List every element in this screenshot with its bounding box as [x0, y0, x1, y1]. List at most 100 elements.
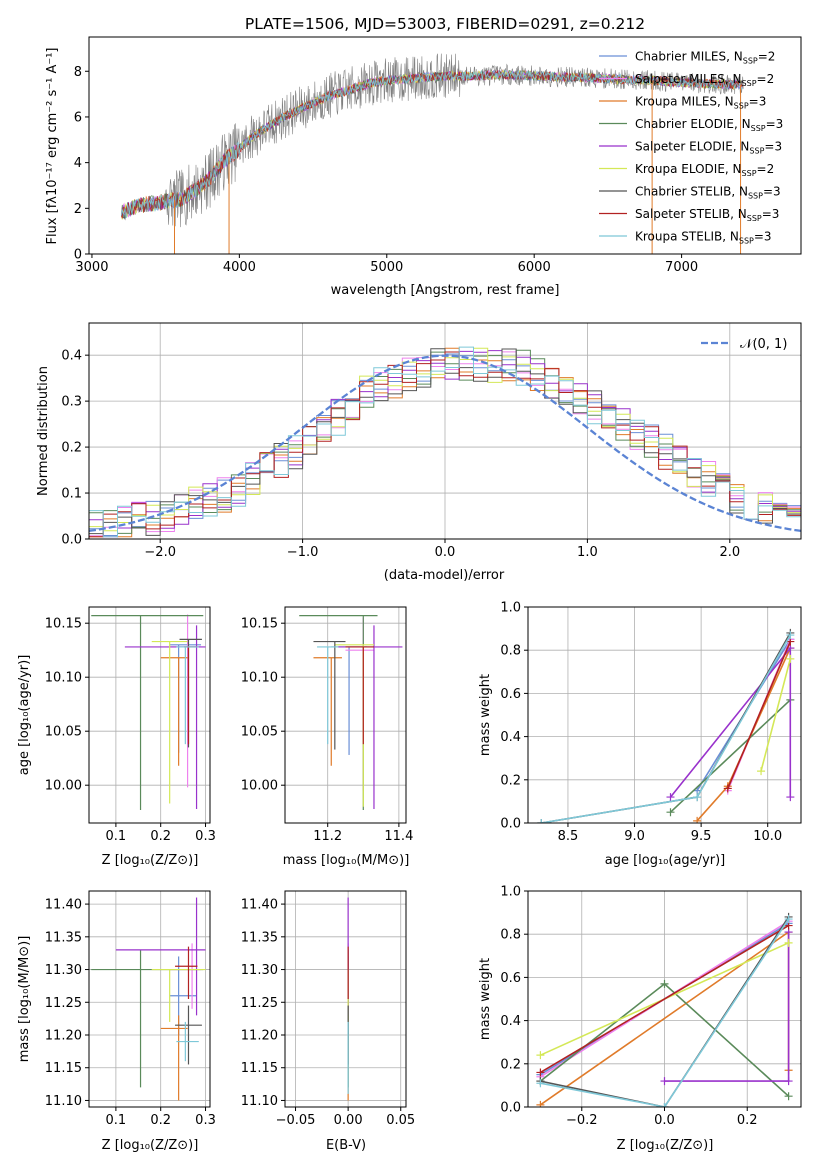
mass-weight-marker	[786, 654, 795, 663]
plot-area	[536, 912, 793, 1107]
y-tick-label: 0.0	[61, 533, 82, 548]
model-spectrum-line	[121, 69, 744, 219]
x-tick-label: −2.0	[144, 545, 176, 560]
spectrum-title: PLATE=1506, MJD=53003, FIBERID=0291, z=0…	[245, 15, 645, 33]
x-tick-label: 10.0	[753, 829, 782, 844]
legend-label-main: Kroupa ELODIE, N	[635, 162, 742, 176]
mass-vs-Z-ylabel: mass [log₁₀(M/M⊙)]	[17, 936, 32, 1063]
mass-weight-line	[669, 699, 791, 813]
y-tick-label: 11.15	[45, 1061, 82, 1076]
mass-weight-line	[669, 645, 792, 798]
mass-vs-metallicity-panel: 0.1 0.2 0.3 11.10 11.15 11.20 11.25 11.30 11.35 1…	[45, 890, 216, 1128]
y-tick-label: 11.10	[45, 1094, 82, 1109]
axes-frame	[284, 890, 407, 1108]
weight-vs-age-xlabel: age [log₁₀(age/yr)]	[605, 853, 726, 868]
legend-label: Chabrier STELIB, NSSP=3	[635, 185, 781, 201]
weight-vs-Z-xlabel: Z [log₁₀(Z/Z⊙)]	[617, 1138, 714, 1153]
legend-label: Salpeter MILES, NSSP=2	[635, 72, 774, 88]
y-tick-label: 11.30	[45, 963, 82, 978]
residuals-xlabel: (data-model)/error	[384, 568, 505, 583]
x-tick-label: 6000	[518, 260, 551, 275]
legend-label: Chabrier ELODIE, NSSP=3	[635, 117, 783, 133]
legend-label-main: Chabrier ELODIE, N	[635, 117, 751, 131]
legend-label-suffix: =3	[766, 117, 784, 131]
legend-label-sub: SSP	[749, 147, 764, 156]
mass-weight-marker	[536, 1079, 545, 1088]
y-tick-label: 6	[74, 110, 82, 125]
y-tick-label: 0.3	[61, 395, 82, 410]
x-tick-label: 8.5	[558, 829, 579, 844]
y-tick-label: 11.25	[241, 996, 278, 1011]
x-tick-label: 0.00	[334, 1113, 363, 1128]
mass-weight-marker	[784, 1077, 793, 1086]
plot-area	[91, 614, 206, 811]
plot-area	[91, 897, 206, 1101]
legend-label-main: Chabrier STELIB, N	[635, 185, 748, 199]
y-tick-label: 11.20	[45, 1029, 82, 1044]
legend-label-suffix: =3	[762, 207, 780, 221]
legend-label-suffix: =3	[764, 140, 782, 154]
plot-area	[89, 346, 801, 538]
mass-weight-line	[539, 924, 790, 1074]
y-tick-label: 0.2	[61, 441, 82, 456]
axes-frame	[88, 890, 211, 1108]
legend-label-suffix: =3	[754, 230, 772, 244]
residuals-panel: −2.0 −1.0 0.0 1.0 2.0 0.0 0.1 0.2 0.3 0.4	[61, 322, 802, 560]
y-tick-label: 10.00	[45, 779, 82, 794]
weight-vs-Z-ylabel: mass weight	[478, 958, 493, 1040]
y-tick-label: 10.15	[241, 617, 278, 632]
plot-area	[299, 615, 403, 811]
axes-frame	[88, 322, 802, 540]
x-tick-label: 0.0	[654, 1113, 675, 1128]
legend-label: Kroupa ELODIE, NSSP=2	[635, 162, 774, 178]
mass-weight-marker	[660, 979, 669, 988]
x-tick-label: −0.2	[566, 1113, 598, 1128]
x-tick-label: 9.0	[624, 829, 645, 844]
spectrum-xlabel: wavelength [Angstrom, rest frame]	[331, 283, 560, 298]
mass-weight-marker	[666, 793, 675, 802]
y-tick-label: 0.6	[500, 687, 521, 702]
y-tick-label: 10.05	[241, 725, 278, 740]
y-tick-label: 11.40	[241, 898, 278, 913]
legend-label-suffix: =3	[763, 185, 781, 199]
spectrum-panel: 3000 4000 5000 6000 7000 0 2 4 6 8 Chabrier MILES,…	[74, 36, 802, 275]
mass-vs-Z-xlabel: Z [log₁₀(Z/Z⊙)]	[102, 1138, 199, 1153]
gaussian-legend-label: 𝒩(0, 1)	[740, 337, 787, 352]
observed-spectrum-line	[121, 53, 744, 228]
y-tick-label: 11.25	[45, 996, 82, 1011]
y-tick-label: 10.15	[45, 617, 82, 632]
y-tick-label: 11.10	[241, 1094, 278, 1109]
y-tick-label: 1.0	[500, 885, 521, 900]
mass-weight-marker	[536, 1051, 545, 1060]
legend-label-main: Salpeter MILES, N	[635, 72, 742, 86]
legend-label-sub: SSP	[747, 214, 762, 223]
spectrum-ylabel: Flux [fλ10⁻¹⁷ erg cm⁻² s⁻¹ A⁻¹]	[45, 48, 60, 245]
mass-weight-line	[664, 932, 790, 1082]
mass-weight-marker	[723, 784, 732, 793]
legend-label-sub: SSP	[742, 169, 757, 178]
legend-label-main: Salpeter STELIB, N	[635, 207, 747, 221]
age-vs-metallicity-panel: 0.1 0.2 0.3 10.00 10.05 10.10 10.15	[45, 606, 216, 844]
x-tick-label: 0.2	[150, 1113, 171, 1128]
weight-vs-age-ylabel: mass weight	[478, 674, 493, 756]
x-tick-label: 0.05	[386, 1113, 415, 1128]
y-tick-label: 0.4	[61, 349, 82, 364]
x-tick-label: 7000	[665, 260, 698, 275]
mass-vs-ebv-panel: −0.05 0.00 0.05 11.10 11.15 11.20 11.25 11.30 11…	[241, 890, 415, 1128]
x-tick-label: 0.1	[106, 1113, 127, 1128]
y-tick-label: 0.6	[500, 971, 521, 986]
legend-label-main: Chabrier MILES, N	[635, 50, 743, 64]
y-tick-label: 10.05	[45, 725, 82, 740]
mass-weight-marker	[666, 808, 675, 817]
y-tick-label: 0.0	[500, 817, 521, 832]
legend-label-main: Salpeter ELODIE, N	[635, 140, 749, 154]
legend-label: Kroupa STELIB, NSSP=3	[635, 230, 772, 246]
y-tick-label: 11.30	[241, 963, 278, 978]
mass-weight-marker	[536, 1100, 545, 1107]
legend-label-main: Kroupa STELIB, N	[635, 230, 739, 244]
x-tick-label: 5000	[370, 260, 403, 275]
legend-label-sub: SSP	[739, 237, 754, 246]
y-tick-label: 0.4	[500, 1014, 521, 1029]
x-tick-label: 9.5	[691, 829, 712, 844]
mass-weight-line	[760, 658, 792, 772]
